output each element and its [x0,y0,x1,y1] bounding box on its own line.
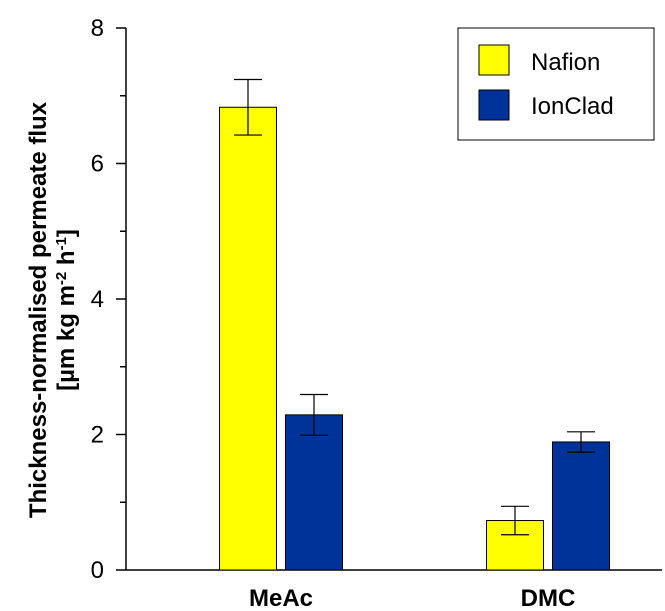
x-ticks-group: MeAc DMC [249,585,575,611]
x-tick-label-dmc: DMC [521,585,576,611]
y-tick-label-8: 8 [91,15,104,42]
y-axis-label-sup-2: -1 [53,237,70,250]
y-tick-label-0: 0 [91,557,104,584]
bars-group [219,78,610,571]
legend: Nafion IonClad [457,27,655,141]
bar-meac-ionclad [285,414,343,571]
y-axis-label-unit-mid: h [53,250,80,271]
bar-dmc-ionclad [552,441,610,571]
legend-label-ionclad: IonClad [531,93,614,120]
bar-meac-nafion [219,106,277,571]
y-tick-label-4: 4 [91,286,104,313]
legend-label-nafion: Nafion [531,49,600,76]
y-axis-label-line1: Thickness-normalised permeate flux [25,101,52,518]
y-axis-label-sup-1: -2 [53,272,70,285]
y-axis-label-line2: [µm kg m-2 h-1] [53,229,81,391]
y-tick-label-2: 2 [91,422,104,449]
y-axis-label-unit-prefix: [µm kg m [53,285,80,391]
legend-swatch-ionclad [478,89,510,121]
legend-swatch-nafion [478,44,510,76]
y-ticks-group: 0 2 4 6 8 [91,15,126,584]
y-tick-label-6: 6 [91,151,104,178]
x-tick-label-meac: MeAc [249,585,313,611]
y-axis-label-group: Thickness-normalised permeate flux [µm k… [25,101,80,518]
y-axis-label-unit-suffix: ] [53,229,80,237]
